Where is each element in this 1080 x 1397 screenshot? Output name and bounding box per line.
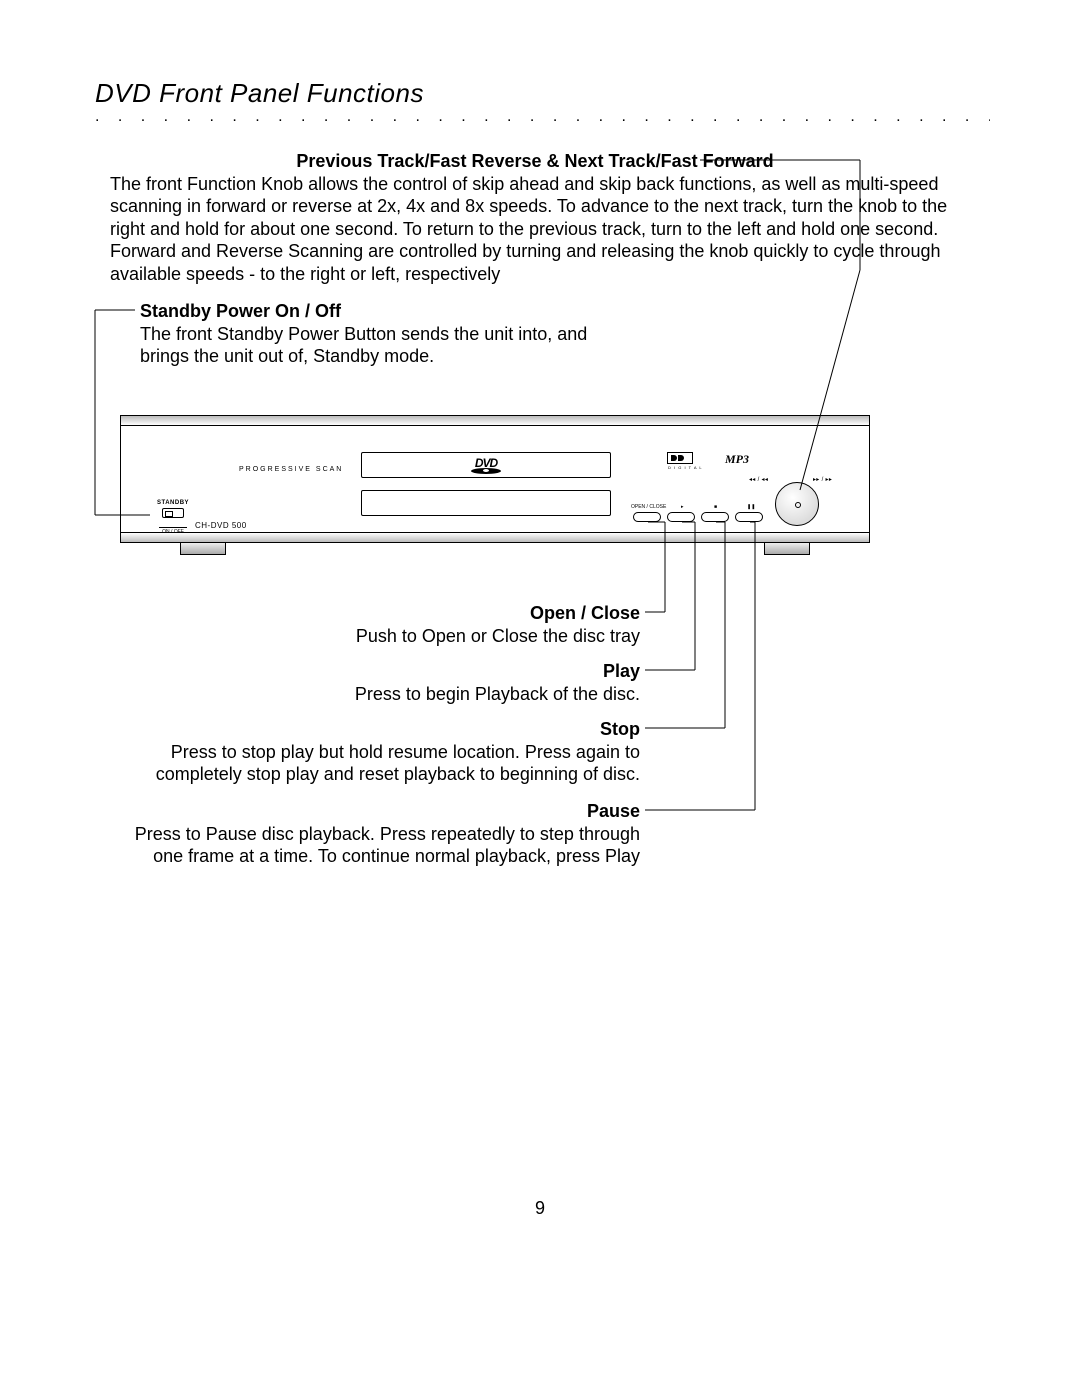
open-close-button[interactable] — [633, 512, 661, 522]
manual-page: DVD Front Panel Functions . . . . . . . … — [0, 0, 1080, 1397]
callout-heading: Play — [603, 661, 640, 681]
mp3-logo: MP3 — [725, 452, 749, 467]
dvd-disc-icon — [471, 468, 501, 474]
disc-tray — [361, 490, 611, 516]
callout-play: Play Press to begin Playback of the disc… — [240, 660, 640, 705]
callout-body: Press to Pause disc playback. Press repe… — [120, 823, 640, 868]
dvd-logo: DVD — [462, 455, 510, 475]
callout-heading: Pause — [587, 801, 640, 821]
open-close-label: OPEN / CLOSE — [631, 504, 666, 510]
callout-standby: Standby Power On / Off The front Standby… — [140, 300, 640, 368]
callout-body: Push to Open or Close the disc tray — [240, 625, 640, 648]
callout-heading: Standby Power On / Off — [140, 301, 341, 321]
dvd-player-diagram: PROGRESSIVE SCAN DVD CH-DVD 500 STANDBY … — [120, 415, 870, 560]
callout-heading: Previous Track/Fast Reverse & Next Track… — [296, 151, 773, 171]
dvd-logo-panel: DVD — [361, 452, 611, 478]
stop-button[interactable] — [701, 512, 729, 522]
pause-symbol: ❚❚ — [747, 504, 755, 510]
play-button[interactable] — [667, 512, 695, 522]
bezel-top — [120, 415, 870, 425]
callout-body: Press to begin Playback of the disc. — [240, 683, 640, 706]
foot-left — [180, 543, 226, 555]
bezel-bottom — [120, 533, 870, 543]
callout-heading: Open / Close — [530, 603, 640, 623]
callout-track: Previous Track/Fast Reverse & Next Track… — [110, 150, 960, 285]
play-symbol: ▸ — [681, 504, 684, 510]
function-knob[interactable] — [775, 482, 819, 526]
dolby-logo — [667, 452, 693, 464]
callout-heading: Stop — [600, 719, 640, 739]
prog-scan-label: PROGRESSIVE SCAN — [239, 466, 343, 473]
standby-label: STANDBY — [143, 500, 203, 506]
foot-right — [764, 543, 810, 555]
callout-body: The front Function Knob allows the contr… — [110, 173, 960, 286]
standby-button[interactable] — [162, 508, 184, 518]
callout-open: Open / Close Push to Open or Close the d… — [240, 602, 640, 647]
dolby-sublabel: D I G I T A L — [668, 465, 703, 470]
knob-right-label: ▸▸ / ▸▸ — [813, 476, 832, 483]
callout-body: Press to stop play but hold resume locat… — [140, 741, 640, 786]
pause-button[interactable] — [735, 512, 763, 522]
callout-pause: Pause Press to Pause disc playback. Pres… — [120, 800, 640, 868]
dotted-rule: . . . . . . . . . . . . . . . . . . . . … — [95, 108, 990, 126]
stop-symbol: ■ — [714, 504, 717, 510]
knob-left-label: ◂◂ / ◂◂ — [749, 476, 768, 483]
callout-body: The front Standby Power Button sends the… — [140, 323, 640, 368]
page-title: DVD Front Panel Functions — [95, 78, 424, 109]
bezel-body: PROGRESSIVE SCAN DVD CH-DVD 500 STANDBY … — [120, 425, 870, 533]
callout-stop: Stop Press to stop play but hold resume … — [140, 718, 640, 786]
page-number: 9 — [0, 1198, 1080, 1219]
